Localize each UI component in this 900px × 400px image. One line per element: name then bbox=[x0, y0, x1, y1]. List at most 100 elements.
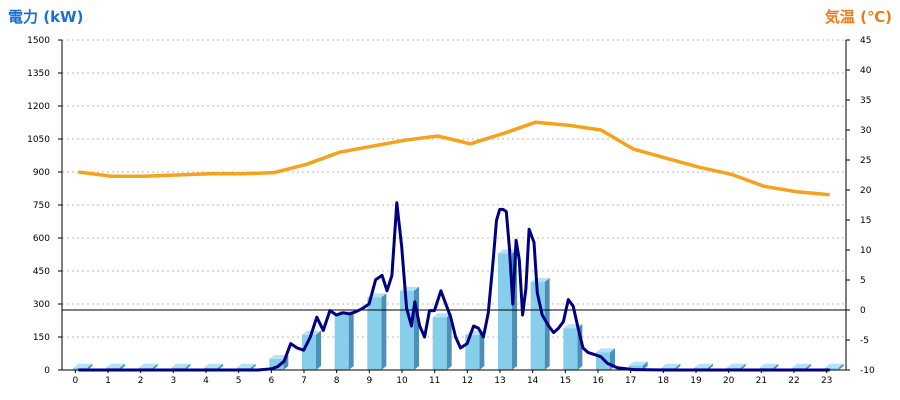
bar bbox=[824, 363, 844, 370]
bar-top-face bbox=[269, 355, 289, 359]
bar-side-face bbox=[708, 363, 713, 370]
bar-side-face bbox=[316, 330, 321, 370]
bar-top-face bbox=[596, 348, 615, 353]
y-right-tick-label: -10 bbox=[860, 366, 875, 376]
left-axis-title: 電力 (kW) bbox=[8, 8, 84, 26]
x-tick-label: 1 bbox=[105, 376, 111, 386]
x-tick-label: 20 bbox=[723, 376, 735, 386]
y-right-tick-label: 40 bbox=[860, 66, 872, 76]
bar-side-face bbox=[348, 311, 354, 370]
bar-side-face bbox=[838, 363, 844, 370]
bar-top-face bbox=[759, 363, 779, 368]
x-tick-label: 10 bbox=[396, 376, 408, 386]
y-left-tick-label: 600 bbox=[33, 234, 50, 244]
bar-top-face bbox=[106, 363, 125, 368]
bar-top-face bbox=[694, 363, 713, 368]
bar-side-face bbox=[773, 363, 779, 370]
bar bbox=[628, 361, 648, 370]
tick-labels: 01503004506007509001050120013501500-10-5… bbox=[27, 36, 875, 386]
bar-top-face bbox=[661, 363, 681, 368]
x-tick-label: 14 bbox=[527, 376, 539, 386]
bar-top-face bbox=[726, 363, 746, 368]
bar-front-face bbox=[269, 359, 284, 370]
x-tick-label: 19 bbox=[690, 376, 702, 386]
x-tick-label: 12 bbox=[462, 376, 473, 386]
bar-side-face bbox=[218, 363, 223, 370]
x-tick-label: 17 bbox=[625, 376, 636, 386]
x-tick-label: 4 bbox=[203, 376, 209, 386]
x-tick-label: 18 bbox=[658, 376, 670, 386]
x-tick-label: 11 bbox=[429, 376, 440, 386]
power-line bbox=[78, 201, 830, 372]
x-tick-label: 13 bbox=[494, 376, 505, 386]
x-tick-label: 23 bbox=[821, 376, 832, 386]
y-left-tick-label: 300 bbox=[33, 300, 50, 310]
y-left-tick-label: 1350 bbox=[27, 69, 50, 79]
bar-top-face bbox=[628, 361, 648, 366]
bar-top-face bbox=[138, 363, 158, 368]
bar bbox=[334, 311, 354, 370]
bar-side-face bbox=[120, 363, 125, 370]
y-left-tick-label: 450 bbox=[33, 267, 50, 277]
bar bbox=[367, 293, 387, 370]
y-left-tick-label: 150 bbox=[33, 333, 50, 343]
y-left-tick-label: 1200 bbox=[27, 102, 50, 112]
x-tick-label: 22 bbox=[788, 376, 799, 386]
bar-front-face bbox=[400, 290, 414, 370]
x-tick-label: 6 bbox=[268, 376, 274, 386]
y-right-tick-label: 25 bbox=[860, 156, 871, 166]
bar-side-face bbox=[675, 363, 681, 370]
bar-side-face bbox=[446, 313, 452, 370]
x-tick-label: 16 bbox=[592, 376, 604, 386]
bar-front-face bbox=[824, 367, 839, 370]
line-series bbox=[78, 120, 830, 372]
x-tick-label: 15 bbox=[560, 376, 571, 386]
y-right-tick-label: 15 bbox=[860, 216, 871, 226]
bar-front-face bbox=[334, 315, 349, 370]
x-tick-label: 5 bbox=[236, 376, 242, 386]
bar-top-face bbox=[498, 249, 517, 254]
y-right-tick-label: 35 bbox=[860, 96, 871, 106]
bar-side-face bbox=[740, 363, 746, 370]
y-right-tick-label: 45 bbox=[860, 36, 871, 46]
y-left-tick-label: 900 bbox=[33, 168, 50, 178]
x-tick-label: 0 bbox=[72, 376, 78, 386]
bar-side-face bbox=[806, 363, 811, 370]
right-axis-title: 気温 (℃) bbox=[824, 8, 892, 26]
x-tick-label: 21 bbox=[756, 376, 767, 386]
bar-side-face bbox=[642, 361, 648, 370]
bar-front-face bbox=[465, 334, 480, 370]
bar-front-face bbox=[628, 365, 643, 370]
bar-side-face bbox=[185, 363, 191, 370]
bar-top-face bbox=[204, 363, 223, 368]
bar-front-face bbox=[432, 317, 447, 370]
bar-side-face bbox=[479, 330, 485, 370]
bar-top-face bbox=[792, 363, 811, 368]
y-left-tick-label: 0 bbox=[44, 366, 50, 376]
bar-top-face bbox=[236, 363, 256, 368]
bar-side-face bbox=[414, 286, 419, 370]
temperature-line bbox=[78, 120, 830, 197]
x-tick-label: 8 bbox=[334, 376, 340, 386]
grid-lines bbox=[62, 39, 846, 338]
bar-top-face bbox=[171, 363, 191, 368]
y-right-tick-label: 10 bbox=[860, 246, 872, 256]
y-left-tick-label: 1500 bbox=[27, 36, 50, 46]
y-left-tick-label: 750 bbox=[33, 201, 50, 211]
bar-front-face bbox=[367, 297, 382, 370]
bar-series bbox=[73, 249, 844, 370]
bar-side-face bbox=[250, 363, 256, 370]
y-right-tick-label: -5 bbox=[860, 336, 869, 346]
y-right-tick-label: 0 bbox=[860, 306, 866, 316]
bar-front-face bbox=[563, 328, 578, 370]
bar bbox=[400, 286, 419, 370]
y-left-tick-label: 1050 bbox=[27, 135, 50, 145]
bar-side-face bbox=[381, 293, 387, 370]
bar-top-face bbox=[432, 313, 452, 318]
x-tick-label: 9 bbox=[366, 376, 372, 386]
bar-side-face bbox=[87, 363, 93, 370]
x-tick-label: 3 bbox=[170, 376, 176, 386]
bar-top-face bbox=[824, 363, 844, 368]
bar-top-face bbox=[73, 363, 93, 368]
